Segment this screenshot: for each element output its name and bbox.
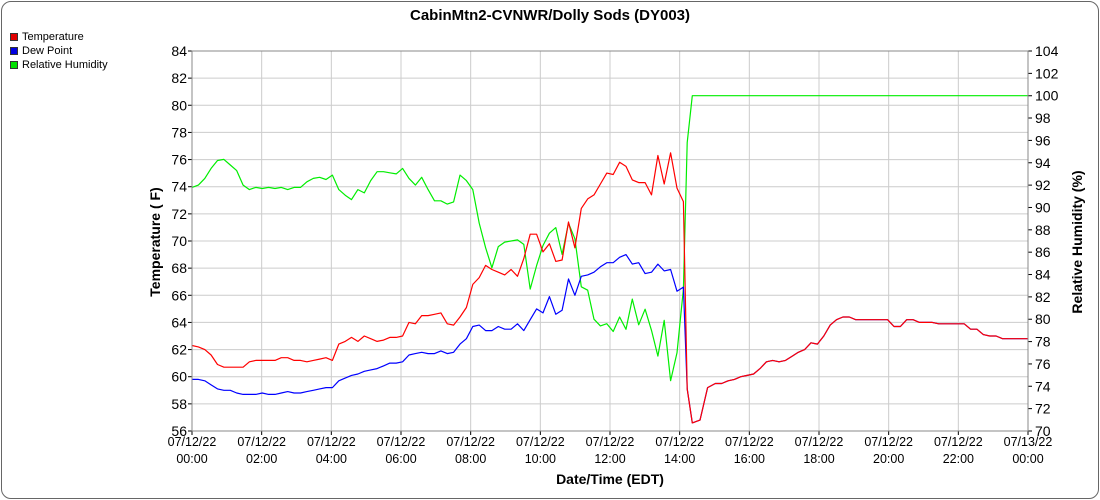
- legend-item-relative-humidity: Relative Humidity: [10, 58, 108, 72]
- legend-label-dew-point: Dew Point: [22, 45, 73, 57]
- y-tick-label-left: 76: [171, 152, 187, 168]
- y-tick-label-left: 64: [171, 314, 187, 330]
- y-axis-label-right: Relative Humidity (%): [1069, 170, 1085, 313]
- y-tick-label-left: 78: [171, 124, 187, 140]
- y-tick-label-left: 56: [171, 423, 187, 439]
- y-tick-label-right: 78: [1035, 334, 1051, 350]
- y-tick-label-left: 58: [171, 396, 187, 412]
- y-tick-label-left: 72: [171, 206, 187, 222]
- legend-item-temperature: Temperature: [10, 30, 108, 44]
- legend-swatch-relative-humidity: [10, 61, 18, 69]
- x-axis-label: Date/Time (EDT): [556, 471, 664, 487]
- x-tick-label-time: 06:00: [385, 452, 416, 466]
- legend-label-temperature: Temperature: [22, 31, 84, 43]
- y-tick-label-right: 76: [1035, 356, 1051, 372]
- y-tick-label-right: 102: [1035, 65, 1059, 81]
- x-tick-label-time: 14:00: [664, 452, 695, 466]
- x-tick-label-date: 07/12/22: [655, 435, 704, 449]
- y-tick-label-left: 74: [171, 179, 187, 195]
- y-tick-label-right: 100: [1035, 88, 1059, 104]
- y-tick-label-left: 62: [171, 342, 187, 358]
- y-tick-label-left: 80: [171, 97, 187, 113]
- x-tick-label-date: 07/12/22: [307, 435, 356, 449]
- y-tick-label-right: 70: [1035, 423, 1051, 439]
- y-tick-label-right: 82: [1035, 289, 1051, 305]
- x-tick-label-date: 07/12/22: [934, 435, 983, 449]
- x-tick-label-date: 07/12/22: [237, 435, 286, 449]
- x-tick-label-time: 18:00: [803, 452, 834, 466]
- plot-border: [191, 50, 1029, 432]
- y-tick-label-right: 88: [1035, 222, 1051, 238]
- legend-swatch-temperature: [10, 33, 18, 41]
- y-tick-label-left: 66: [171, 287, 187, 303]
- y-tick-label-left: 60: [171, 369, 187, 385]
- x-tick-label-date: 07/12/22: [168, 435, 217, 449]
- x-tick-label-time: 22:00: [943, 452, 974, 466]
- axes: 56 58 60 62 64 66 68 70 72 74 76 78 80 82 84 70 72 74 76 78…: [168, 43, 1059, 466]
- grid: [191, 50, 1029, 432]
- y-tick-label-right: 104: [1035, 43, 1059, 59]
- x-tick-label-time: 00:00: [1012, 452, 1043, 466]
- y-tick-label-right: 98: [1035, 110, 1051, 126]
- legend: Temperature Dew Point Relative Humidity: [10, 30, 108, 72]
- x-tick-label-date: 07/12/22: [864, 435, 913, 449]
- y-tick-label-left: 84: [171, 43, 187, 59]
- chart-title: CabinMtn2-CVNWR/Dolly Sods (DY003): [410, 7, 690, 24]
- x-tick-label-time: 02:00: [246, 452, 277, 466]
- x-tick-label-date: 07/12/22: [516, 435, 565, 449]
- x-tick-label-date: 07/12/22: [586, 435, 635, 449]
- y-tick-label-left: 68: [171, 260, 187, 276]
- series-line-temperature: [191, 152, 1028, 424]
- y-tick-label-right: 72: [1035, 401, 1051, 417]
- y-tick-label-right: 84: [1035, 267, 1051, 283]
- series-lines: [191, 95, 1028, 424]
- y-tick-label-right: 86: [1035, 244, 1051, 260]
- y-tick-label-right: 94: [1035, 155, 1051, 171]
- y-axis-label-left: Temperature ( F): [147, 187, 163, 296]
- y-tick-label-right: 96: [1035, 132, 1051, 148]
- y-tick-label-right: 74: [1035, 378, 1051, 394]
- x-tick-label-time: 08:00: [455, 452, 486, 466]
- series-line-relative-humidity: [191, 95, 1028, 382]
- y-tick-label-right: 90: [1035, 199, 1051, 215]
- x-tick-label-date: 07/13/22: [1004, 435, 1053, 449]
- y-tick-label-right: 80: [1035, 311, 1051, 327]
- legend-item-dew-point: Dew Point: [10, 44, 108, 58]
- x-tick-label-date: 07/12/22: [795, 435, 844, 449]
- x-tick-label-time: 00:00: [176, 452, 207, 466]
- x-tick-label-time: 16:00: [734, 452, 765, 466]
- legend-swatch-dew-point: [10, 47, 18, 55]
- x-tick-label-time: 04:00: [316, 452, 347, 466]
- legend-label-relative-humidity: Relative Humidity: [22, 59, 108, 71]
- x-tick-label-time: 10:00: [525, 452, 556, 466]
- y-tick-label-left: 82: [171, 70, 187, 86]
- x-tick-label-date: 07/12/22: [725, 435, 774, 449]
- x-tick-label-time: 12:00: [594, 452, 625, 466]
- y-tick-label-left: 70: [171, 233, 187, 249]
- x-tick-label-date: 07/12/22: [377, 435, 426, 449]
- x-tick-label-date: 07/12/22: [446, 435, 495, 449]
- y-tick-label-right: 92: [1035, 177, 1051, 193]
- x-tick-label-time: 20:00: [873, 452, 904, 466]
